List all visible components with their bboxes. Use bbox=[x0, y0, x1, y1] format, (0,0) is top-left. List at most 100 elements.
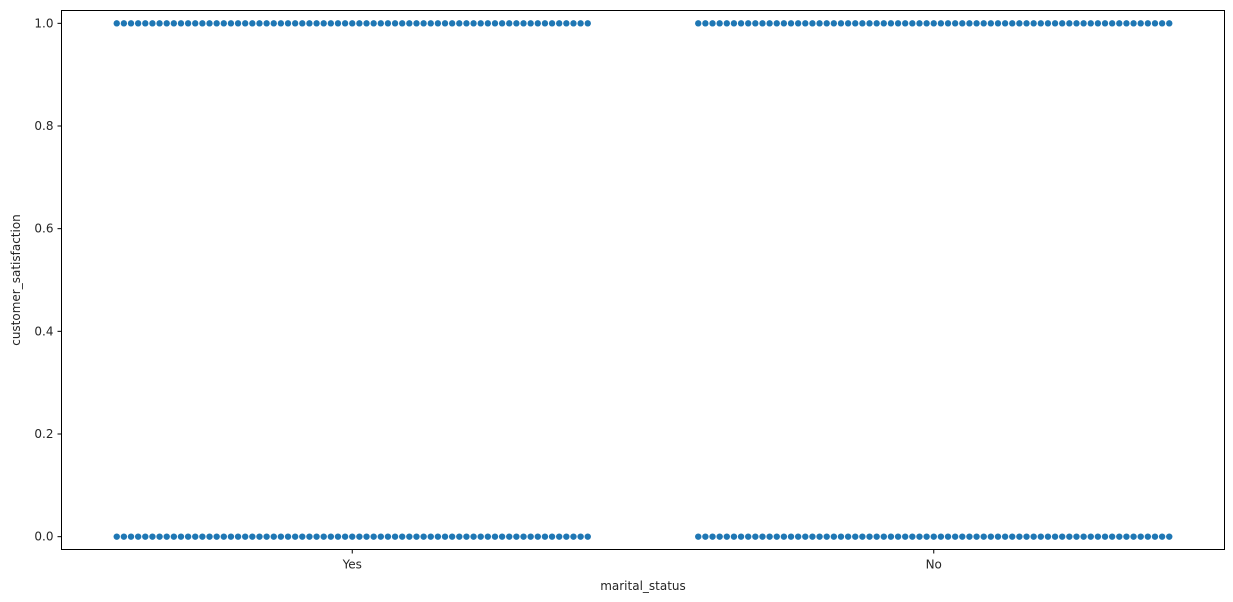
data-point-no-1 bbox=[802, 20, 809, 27]
x-axis-title: marital_status bbox=[600, 579, 686, 593]
data-point-yes-0 bbox=[291, 533, 299, 540]
data-point-yes-0 bbox=[299, 533, 306, 540]
data-point-yes-1 bbox=[541, 20, 549, 27]
data-point-no-1 bbox=[894, 20, 902, 27]
data-point-yes-1 bbox=[456, 20, 463, 27]
data-point-yes-1 bbox=[284, 20, 292, 27]
data-point-no-0 bbox=[737, 533, 745, 540]
data-point-no-0 bbox=[1001, 533, 1009, 540]
data-point-no-1 bbox=[916, 20, 923, 27]
data-point-yes-0 bbox=[349, 533, 356, 540]
data-point-yes-1 bbox=[498, 20, 506, 27]
data-point-yes-1 bbox=[199, 20, 206, 27]
data-point-no-1 bbox=[1108, 20, 1116, 27]
data-point-no-0 bbox=[1158, 533, 1166, 540]
data-point-yes-0 bbox=[420, 533, 427, 540]
data-point-no-1 bbox=[773, 20, 780, 27]
data-point-yes-1 bbox=[341, 20, 349, 27]
data-point-no-0 bbox=[1016, 533, 1023, 540]
data-point-no-1 bbox=[709, 20, 716, 27]
data-point-yes-1 bbox=[256, 20, 263, 27]
data-point-no-1 bbox=[1023, 20, 1030, 27]
data-point-yes-1 bbox=[520, 20, 527, 27]
data-point-no-0 bbox=[959, 533, 966, 540]
data-point-no-0 bbox=[1101, 533, 1109, 540]
data-point-yes-0 bbox=[220, 533, 227, 540]
data-point-yes-1 bbox=[220, 20, 227, 27]
data-point-yes-1 bbox=[263, 20, 270, 27]
data-point-no-0 bbox=[880, 533, 887, 540]
data-point-yes-1 bbox=[127, 20, 135, 27]
data-point-no-1 bbox=[930, 20, 937, 27]
data-point-no-0 bbox=[966, 533, 973, 540]
data-point-no-0 bbox=[745, 533, 752, 540]
data-point-yes-1 bbox=[356, 20, 363, 27]
data-point-no-0 bbox=[844, 533, 852, 540]
data-point-no-0 bbox=[1059, 533, 1066, 540]
data-point-no-1 bbox=[959, 20, 966, 27]
data-point-no-1 bbox=[752, 20, 759, 27]
data-point-no-0 bbox=[944, 533, 952, 540]
data-point-no-0 bbox=[702, 533, 709, 540]
data-point-no-0 bbox=[1023, 533, 1030, 540]
data-point-yes-1 bbox=[577, 20, 584, 27]
data-point-yes-1 bbox=[477, 20, 484, 27]
data-point-no-0 bbox=[859, 533, 866, 540]
data-point-no-1 bbox=[987, 20, 995, 27]
data-point-yes-1 bbox=[113, 20, 120, 27]
data-point-yes-0 bbox=[341, 533, 349, 540]
data-point-yes-1 bbox=[391, 20, 399, 27]
data-point-no-1 bbox=[1009, 20, 1016, 27]
data-point-no-0 bbox=[980, 533, 987, 540]
data-point-no-1 bbox=[759, 20, 766, 27]
data-point-yes-1 bbox=[506, 20, 513, 27]
data-point-yes-1 bbox=[299, 20, 306, 27]
data-point-yes-1 bbox=[320, 20, 327, 27]
data-point-yes-1 bbox=[249, 20, 256, 27]
data-point-yes-1 bbox=[206, 20, 213, 27]
data-point-yes-0 bbox=[327, 533, 335, 540]
data-point-no-0 bbox=[1051, 533, 1059, 540]
data-point-no-1 bbox=[716, 20, 723, 27]
data-point-yes-1 bbox=[406, 20, 413, 27]
data-point-no-0 bbox=[773, 533, 780, 540]
data-point-no-1 bbox=[937, 20, 945, 27]
data-point-yes-0 bbox=[456, 533, 463, 540]
data-point-yes-1 bbox=[448, 20, 456, 27]
data-point-yes-1 bbox=[270, 20, 277, 27]
data-point-no-1 bbox=[980, 20, 987, 27]
data-point-no-1 bbox=[973, 20, 980, 27]
data-point-no-0 bbox=[916, 533, 923, 540]
data-point-yes-0 bbox=[313, 533, 320, 540]
data-point-no-1 bbox=[1030, 20, 1037, 27]
data-point-no-1 bbox=[951, 20, 959, 27]
data-point-yes-1 bbox=[556, 20, 563, 27]
data-point-yes-0 bbox=[384, 533, 392, 540]
data-point-no-1 bbox=[966, 20, 973, 27]
data-point-no-0 bbox=[716, 533, 723, 540]
data-point-yes-0 bbox=[284, 533, 292, 540]
data-point-yes-0 bbox=[184, 533, 192, 540]
data-point-no-0 bbox=[1151, 533, 1159, 540]
data-point-no-0 bbox=[1123, 533, 1130, 540]
plot-area bbox=[113, 20, 1173, 540]
data-point-no-0 bbox=[802, 533, 809, 540]
data-point-yes-0 bbox=[127, 533, 135, 540]
data-point-no-0 bbox=[830, 533, 838, 540]
data-point-yes-1 bbox=[463, 20, 470, 27]
data-point-yes-1 bbox=[434, 20, 442, 27]
data-point-no-1 bbox=[852, 20, 859, 27]
data-point-no-0 bbox=[1066, 533, 1073, 540]
data-point-yes-0 bbox=[399, 533, 406, 540]
data-point-yes-0 bbox=[448, 533, 456, 540]
data-point-no-1 bbox=[1158, 20, 1166, 27]
data-point-yes-0 bbox=[306, 533, 313, 540]
data-point-yes-0 bbox=[513, 533, 520, 540]
data-point-no-0 bbox=[709, 533, 716, 540]
data-point-no-1 bbox=[1059, 20, 1066, 27]
data-point-yes-0 bbox=[170, 533, 178, 540]
data-point-yes-0 bbox=[484, 533, 492, 540]
x-tick-label: Yes bbox=[342, 558, 362, 572]
data-point-yes-0 bbox=[213, 533, 220, 540]
